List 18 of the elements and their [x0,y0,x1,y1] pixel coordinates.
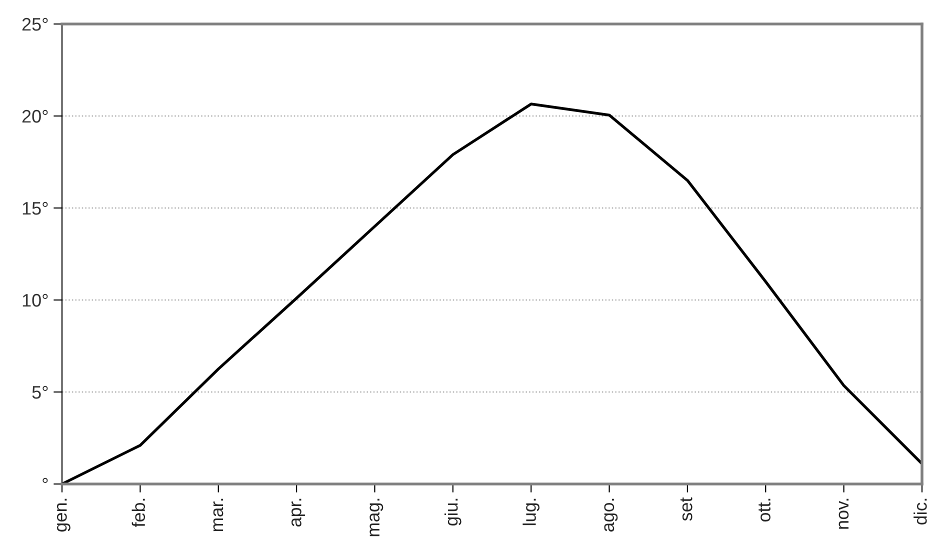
x-tick-label: lug. [522,498,540,526]
x-tick-label: mag. [370,498,384,536]
y-tick-label: 15° [22,202,48,215]
y-tick-label: ° [42,478,48,483]
x-tick-label: feb. [132,498,146,528]
y-tick-label: 25° [22,18,48,31]
x-tick-label: gen. [56,498,70,532]
x-tick-label: mar. [213,498,224,532]
x-tick-label: set [680,497,692,521]
x-tick-label: ago. [604,498,618,532]
x-tick-label: apr. [292,498,305,527]
y-tick-label: 5° [32,386,48,399]
x-tick-label: nov. [838,498,849,529]
x-tick-label: dic. [914,498,927,525]
x-tick-label: giu. [444,498,462,526]
y-tick-label: 20° [22,110,48,123]
y-tick-label: 10° [22,294,48,307]
x-tick-label: ott. [758,498,770,522]
